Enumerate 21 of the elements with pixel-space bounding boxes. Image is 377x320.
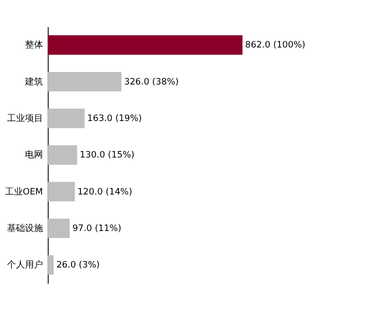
data-label: 130.0 (15%) [80, 150, 134, 161]
y-tick-label: 基础设施 [6, 222, 43, 234]
bar [48, 182, 75, 202]
y-tick-label: 整体 [24, 40, 43, 51]
bar [48, 145, 78, 165]
data-label: 97.0 (11%) [72, 224, 122, 234]
y-tick-label: 工业项目 [6, 112, 43, 124]
y-tick-label: 工业OEM [4, 186, 43, 198]
bar [48, 255, 54, 275]
y-tick-label: 建筑 [24, 76, 43, 88]
y-tick-label: 电网 [24, 150, 43, 161]
bar [48, 218, 70, 238]
data-label: 26.0 (3%) [56, 260, 100, 271]
data-label: 326.0 (38%) [124, 77, 179, 88]
y-tick-label: 个人用户 [6, 260, 43, 271]
data-label: 163.0 (19%) [87, 114, 142, 124]
bar [48, 108, 85, 128]
bar [48, 72, 122, 92]
data-label: 862.0 (100%) [245, 40, 306, 51]
data-label: 120.0 (14%) [78, 187, 132, 198]
bar [48, 35, 242, 55]
